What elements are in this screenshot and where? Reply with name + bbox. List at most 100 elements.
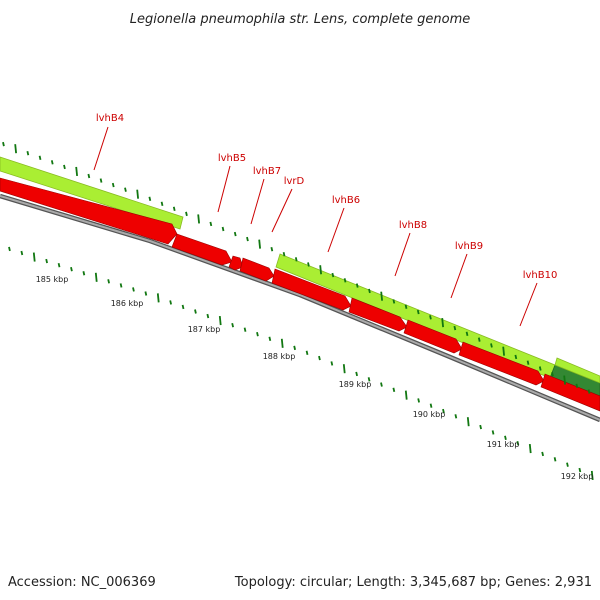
- minor-tick: [181, 304, 185, 310]
- minor-tick: [526, 360, 530, 365]
- minor-tick: [246, 236, 249, 242]
- major-tick: [14, 144, 17, 154]
- major-tick: [32, 252, 36, 262]
- gene-label[interactable]: lvhB8: [399, 220, 427, 231]
- minor-tick: [491, 430, 495, 435]
- major-tick: [156, 293, 160, 303]
- minor-tick: [477, 337, 481, 342]
- cds-arrow[interactable]: [228, 255, 244, 271]
- gene-leader-line: [271, 188, 293, 233]
- minor-tick: [243, 327, 247, 332]
- gene-label[interactable]: lvhB10: [523, 270, 558, 281]
- minor-tick: [380, 382, 383, 387]
- major-tick: [218, 316, 222, 326]
- major-tick: [342, 364, 346, 374]
- cds-arrow[interactable]: [458, 341, 545, 386]
- minor-tick: [8, 246, 11, 252]
- minor-tick: [404, 304, 408, 309]
- gene-label[interactable]: lvhB4: [96, 113, 124, 124]
- gene-label[interactable]: lvrD: [284, 176, 305, 187]
- cds-arrow[interactable]: [403, 319, 463, 354]
- minor-tick: [429, 403, 433, 408]
- gene-label[interactable]: lvhB7: [253, 166, 281, 177]
- minor-tick: [566, 462, 569, 467]
- kbp-label: 185 kbp: [36, 275, 69, 284]
- minor-tick: [479, 424, 482, 430]
- minor-tick: [367, 377, 371, 382]
- cds-arrow[interactable]: [0, 177, 178, 245]
- cds-arrow[interactable]: [239, 257, 275, 282]
- lower-tick-ring: [8, 246, 594, 481]
- minor-tick: [587, 389, 591, 394]
- cds-arrow[interactable]: [271, 268, 352, 311]
- minor-tick: [330, 361, 334, 366]
- minor-tick: [429, 315, 432, 320]
- major-tick: [563, 375, 566, 385]
- minor-tick: [343, 278, 347, 283]
- minor-tick: [185, 211, 188, 217]
- gene-leader-line: [93, 126, 109, 171]
- minor-tick: [538, 366, 542, 371]
- major-tick: [502, 346, 505, 356]
- major-tick: [590, 470, 594, 481]
- gene-label[interactable]: lvhB5: [218, 153, 246, 164]
- kbp-label-ring: 185 kbp 186 kbp 187 kbp 188 kbp 189 kbp 190 k…: [36, 275, 594, 481]
- minor-tick: [99, 178, 103, 183]
- kbp-label: 187 kbp: [188, 325, 221, 334]
- genome-stats-text: Topology: circular; Length: 3,345,687 bp…: [234, 575, 592, 590]
- gene-bar[interactable]: [554, 357, 600, 384]
- gene-bar[interactable]: [275, 253, 556, 379]
- minor-tick: [575, 383, 579, 389]
- minor-tick: [465, 331, 469, 337]
- minor-tick: [551, 372, 554, 377]
- gene-leader-line: [394, 232, 411, 277]
- minor-tick: [307, 262, 310, 267]
- gene-label[interactable]: lvhB9: [455, 241, 483, 252]
- minor-tick: [87, 173, 91, 179]
- gene-bar[interactable]: [0, 156, 184, 230]
- minor-tick: [20, 250, 24, 256]
- minor-tick: [172, 206, 176, 212]
- gene-leader-line: [327, 207, 345, 253]
- minor-tick: [107, 279, 110, 284]
- minor-tick: [256, 332, 259, 337]
- minor-tick: [293, 345, 296, 351]
- minor-tick: [124, 187, 127, 192]
- minor-tick: [119, 283, 123, 288]
- kbp-label: 192 kbp: [561, 472, 594, 481]
- minor-tick: [144, 291, 148, 296]
- minor-tick: [294, 257, 298, 262]
- minor-tick: [553, 457, 557, 462]
- minor-tick: [70, 266, 73, 272]
- minor-tick: [221, 226, 225, 232]
- gene-label[interactable]: lvhB6: [332, 195, 360, 206]
- cds-arrow[interactable]: [540, 373, 600, 412]
- minor-tick: [209, 221, 213, 227]
- cds-arrow[interactable]: [171, 233, 233, 266]
- backbone-track: [0, 193, 600, 423]
- major-tick: [380, 291, 383, 301]
- cds-feature-track: [0, 177, 600, 412]
- major-tick: [528, 443, 532, 454]
- minor-tick: [50, 160, 54, 165]
- major-tick: [75, 166, 78, 177]
- accession-text: Accession: NC_006369: [8, 575, 156, 590]
- minor-tick: [282, 252, 286, 257]
- major-tick: [466, 417, 470, 427]
- kbp-label: 186 kbp: [111, 299, 144, 308]
- minor-tick: [331, 272, 335, 278]
- minor-tick: [368, 288, 371, 294]
- minor-tick: [148, 196, 152, 201]
- minor-tick: [490, 343, 493, 348]
- minor-tick: [82, 271, 86, 276]
- major-tick: [404, 390, 408, 400]
- upper-tick-ring: [2, 141, 591, 394]
- minor-tick: [504, 435, 507, 441]
- gene-leader-line: [250, 178, 265, 225]
- minor-tick: [169, 300, 172, 305]
- kbp-label: 189 kbp: [339, 380, 372, 389]
- genome-backbone: [0, 193, 600, 423]
- cds-arrow[interactable]: [348, 297, 408, 332]
- minor-tick: [160, 201, 164, 206]
- minor-tick: [233, 231, 237, 237]
